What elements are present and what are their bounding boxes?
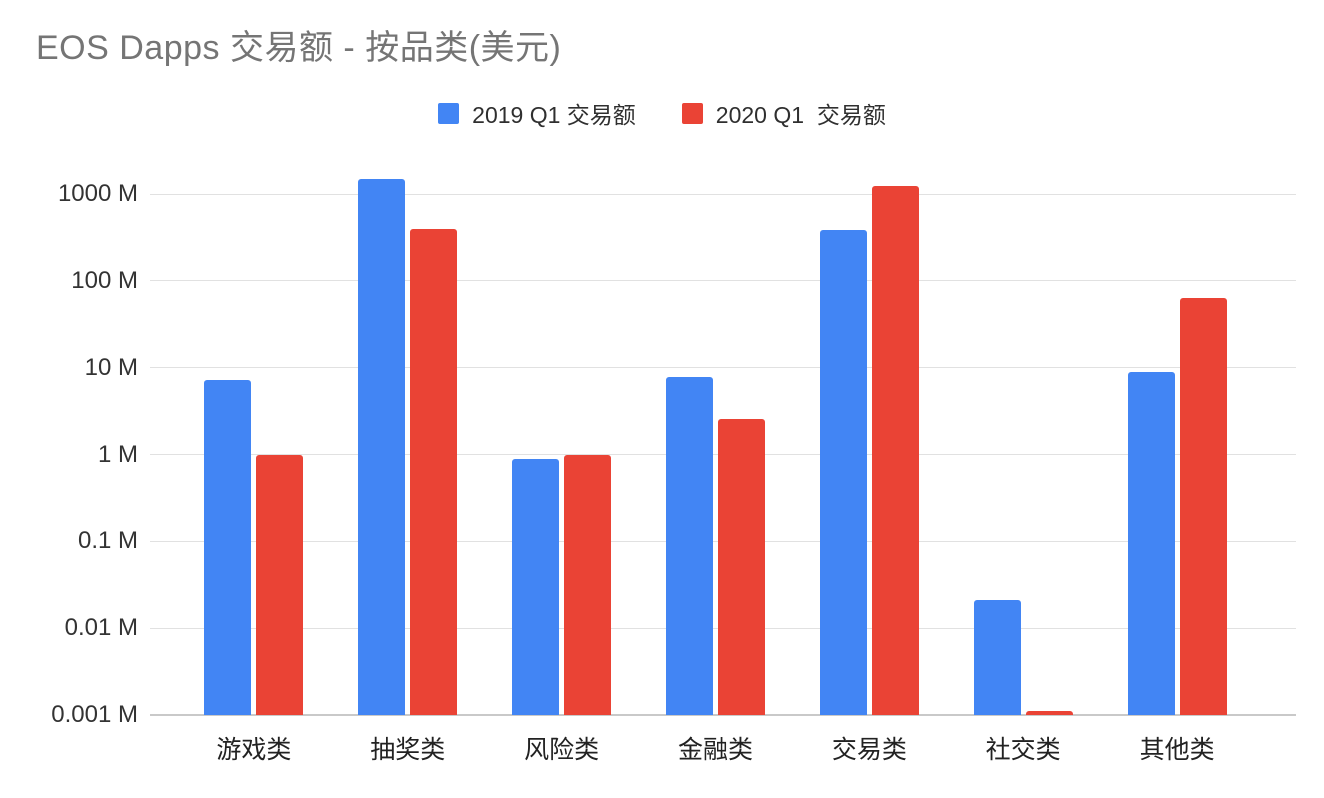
legend: 2019 Q1 交易额 2020 Q1 交易额	[0, 96, 1324, 130]
bar-games-2019q1[interactable]	[204, 380, 252, 715]
legend-item-2020-q1[interactable]: 2020 Q1 交易额	[681, 96, 886, 130]
bar-social-2020q1[interactable]	[1025, 711, 1073, 715]
y-tick-0.01m: 0.01 M	[64, 614, 138, 642]
y-tick-10m: 10 M	[84, 353, 138, 381]
x-label-other: 其他类	[1139, 736, 1215, 764]
bar-finance-2020q1[interactable]	[718, 418, 765, 715]
bar-social-2019q1[interactable]	[973, 600, 1021, 715]
x-label-social: 社交类	[985, 736, 1061, 764]
bar-lottery-2020q1[interactable]	[410, 228, 458, 715]
x-label-risk: 风险类	[524, 736, 600, 764]
chart-title: EOS Dapps 交易额 - 按品类(美元)	[36, 29, 562, 67]
x-label-exchange: 交易类	[831, 736, 907, 764]
bar-games-2020q1[interactable]	[256, 454, 304, 715]
gridline-100m	[150, 280, 1296, 282]
legend-label-2020-q1: 2020 Q1 交易额	[715, 102, 886, 128]
gridline-1000m	[150, 193, 1296, 195]
y-tick-0.001m: 0.001 M	[51, 701, 138, 728]
x-label-games: 游戏类	[216, 736, 292, 764]
y-tick-0.1m: 0.1 M	[77, 527, 138, 555]
legend-label-2019-q1: 2019 Q1 交易额	[472, 102, 636, 128]
gridline-0.001m	[150, 714, 1296, 716]
bar-other-2020q1[interactable]	[1179, 297, 1227, 715]
bar-other-2019q1[interactable]	[1127, 371, 1175, 715]
x-label-lottery: 抽奖类	[370, 736, 446, 764]
y-tick-1m: 1 M	[97, 440, 138, 468]
legend-item-2019-q1[interactable]: 2019 Q1 交易额	[438, 96, 636, 130]
gridline-10m	[150, 367, 1296, 369]
y-tick-100m: 100 M	[71, 266, 138, 294]
bar-risk-2019q1[interactable]	[512, 458, 560, 715]
legend-swatch-2020-q1-icon	[681, 102, 703, 124]
bar-exchange-2020q1[interactable]	[871, 185, 919, 715]
y-tick-1000m: 1000 M	[57, 180, 138, 207]
x-label-finance: 金融类	[677, 736, 754, 764]
legend-swatch-2019-q1-icon	[438, 102, 460, 124]
bar-finance-2019q1[interactable]	[666, 377, 713, 715]
bar-lottery-2019q1[interactable]	[358, 178, 406, 715]
bar-risk-2020q1[interactable]	[564, 454, 612, 715]
bar-exchange-2019q1[interactable]	[819, 229, 867, 715]
